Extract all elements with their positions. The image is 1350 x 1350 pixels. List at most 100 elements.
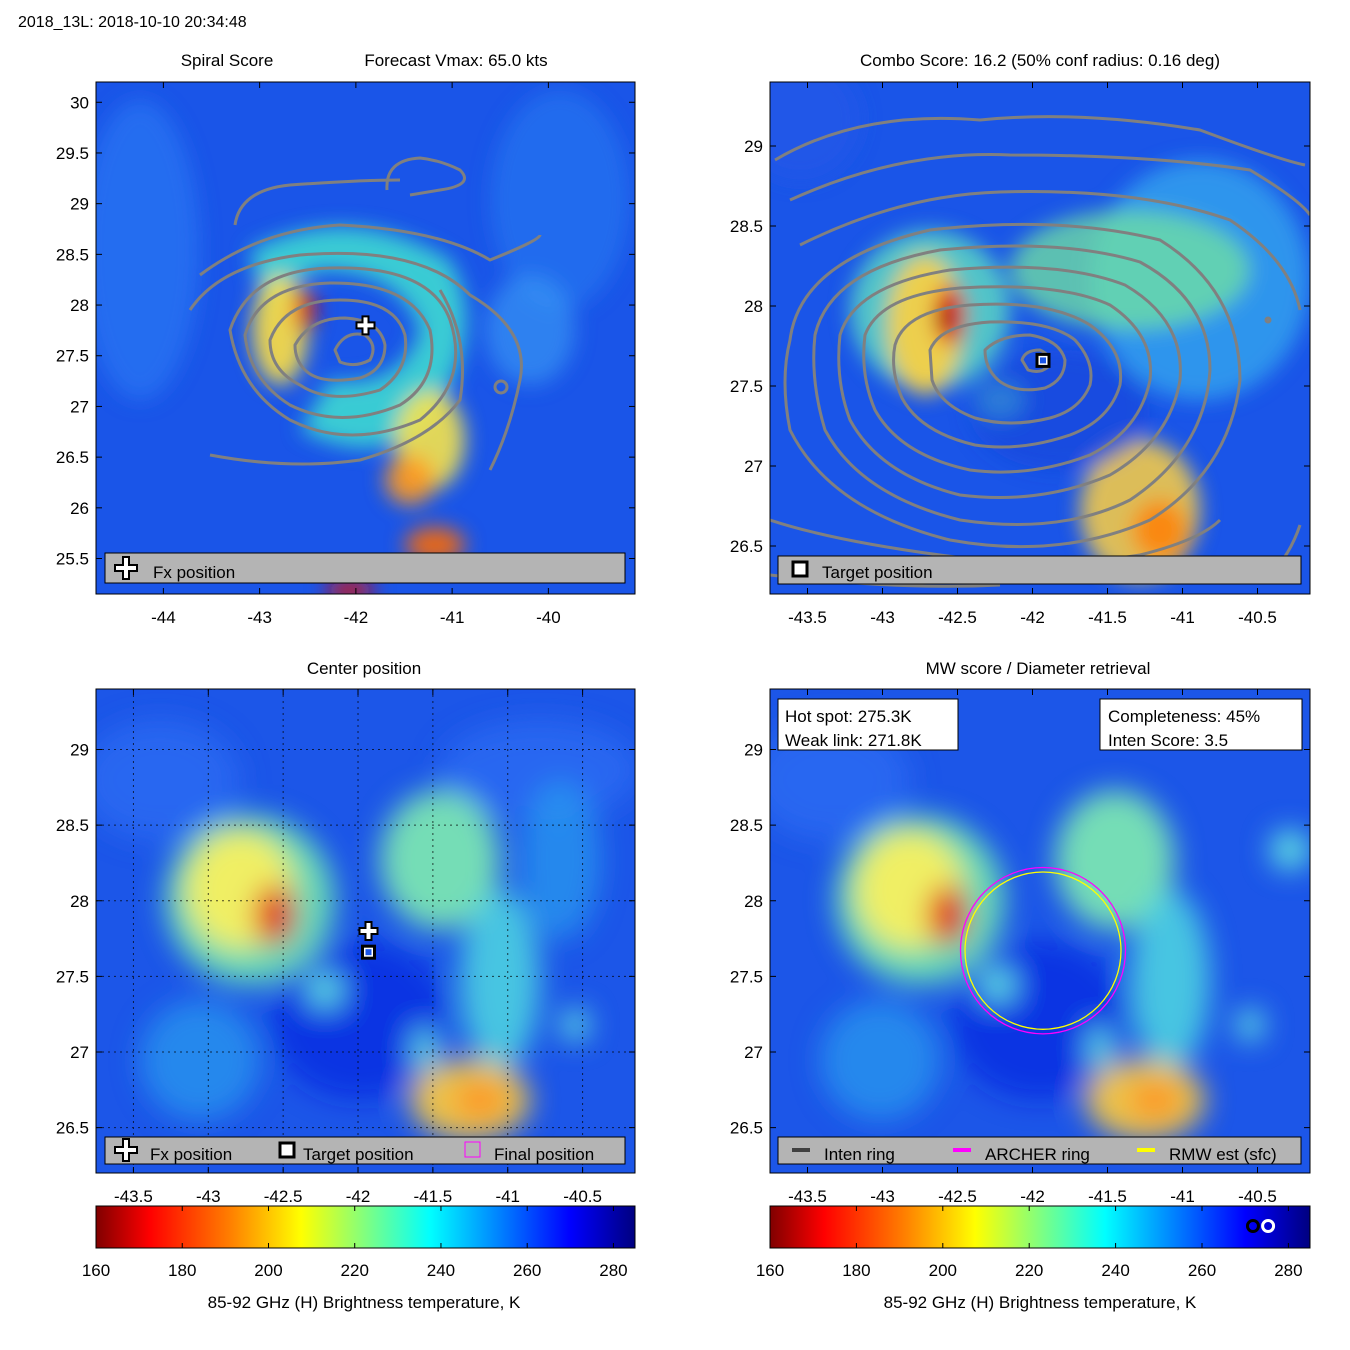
- plot-frame: [95, 81, 636, 595]
- square-icon: [791, 560, 809, 578]
- y-tick-label: 29: [744, 741, 763, 760]
- heatmap-field: [96, 689, 635, 1173]
- weak-link-marker-icon: [1245, 1219, 1260, 1233]
- x-tick-label: -43: [870, 608, 895, 627]
- x-tick-label: -41: [495, 1187, 520, 1206]
- figure-header: 2018_13L: 2018-10-10 20:34:48: [18, 14, 247, 31]
- panel-combo-score: Combo Score: 16.2 (50% conf radius: 0.16…: [730, 51, 1311, 627]
- colorbar-tick-label: 260: [1188, 1261, 1216, 1280]
- x-tick-label: -40.5: [563, 1187, 602, 1206]
- panel-title: MW score / Diameter retrieval: [926, 659, 1151, 678]
- heatmap-field: [96, 82, 635, 594]
- plus-icon: [116, 558, 136, 578]
- fx-position-plus-icon: [357, 317, 374, 334]
- y-tick-label: 28: [70, 892, 89, 911]
- y-tick-label: 27.5: [730, 967, 763, 986]
- colorbar-tick-label: 240: [427, 1261, 455, 1280]
- y-tick-label: 27: [744, 1043, 763, 1062]
- y-tick-label: 26.5: [730, 537, 763, 556]
- x-tick-label: -44: [151, 608, 176, 627]
- x-tick-label: -42: [1020, 608, 1045, 627]
- y-tick-label: 27.5: [730, 377, 763, 396]
- x-tick-label: -41.5: [1088, 608, 1127, 627]
- y-tick-label: 27.5: [56, 967, 89, 986]
- weak-link-text: Weak link: 271.8K: [785, 731, 922, 750]
- y-tick-label: 27.5: [56, 347, 89, 366]
- y-tick-label: 29: [70, 195, 89, 214]
- panel-title: Combo Score: 16.2 (50% conf radius: 0.16…: [860, 51, 1220, 70]
- legend-box: [104, 552, 626, 584]
- legend-label: ARCHER ring: [985, 1145, 1090, 1164]
- y-tick-label: 27: [70, 1043, 89, 1062]
- x-tick-label: -40.5: [1238, 1187, 1277, 1206]
- legend-label: Target position: [303, 1145, 414, 1164]
- hot-spot-marker-icon: [1261, 1219, 1276, 1233]
- legend-label: Final position: [494, 1145, 594, 1164]
- square-icon: [278, 1141, 296, 1159]
- legend-label: Inten ring: [824, 1145, 895, 1164]
- x-tick-label: -40.5: [1238, 608, 1277, 627]
- colorbar-gradient: [95, 1205, 636, 1249]
- y-tick-label: 28.5: [730, 816, 763, 835]
- colorbar-tick-label: 180: [842, 1261, 870, 1280]
- plot-frame: [95, 688, 636, 1174]
- y-tick-label: 29: [744, 137, 763, 156]
- info-box-right: [1099, 698, 1303, 751]
- colorbar-tick-label: 200: [254, 1261, 282, 1280]
- colorbar-tick-label: 280: [599, 1261, 627, 1280]
- plot-frame: [769, 688, 1311, 1174]
- x-tick-label: -42: [346, 1187, 371, 1206]
- x-tick-label: -42.5: [264, 1187, 303, 1206]
- x-tick-label: -43.5: [114, 1187, 153, 1206]
- colorbar-gradient: [769, 1205, 1311, 1249]
- x-tick-label: -41: [440, 608, 465, 627]
- colorbar-tick-label: 220: [341, 1261, 369, 1280]
- y-tick-label: 29: [70, 741, 89, 760]
- colorbar-tick-label: 180: [168, 1261, 196, 1280]
- y-tick-label: 29.5: [56, 144, 89, 163]
- colorbar-tick-label: 160: [756, 1261, 784, 1280]
- x-tick-label: -41: [1170, 608, 1195, 627]
- legend-box: [777, 555, 1302, 585]
- x-tick-label: -43: [247, 608, 272, 627]
- x-tick-label: -41.5: [1088, 1187, 1127, 1206]
- heatmap-field: [770, 82, 1310, 594]
- x-tick-label: -41: [1170, 1187, 1195, 1206]
- colorbar-right: 160 180 200 220 240 260 280 85-92 GHz (H) Brig…: [756, 1205, 1311, 1312]
- x-tick-label: -42: [344, 608, 369, 627]
- panel-mw-score: MW score / Diameter retrieval: [730, 659, 1311, 1206]
- contour-lines: [188, 156, 542, 471]
- y-tick-label: 28: [70, 296, 89, 315]
- panel-spiral-score: Spiral Score Forecast Vmax: 65.0 kts: [56, 51, 636, 627]
- y-tick-label: 27: [70, 397, 89, 416]
- colorbar-tick-label: 260: [513, 1261, 541, 1280]
- panel-center-position: Center position: [56, 659, 636, 1206]
- y-tick-label: 26: [70, 499, 89, 518]
- plus-icon: [116, 1140, 136, 1160]
- colorbar-tick-label: 280: [1274, 1261, 1302, 1280]
- diameter-rings: [959, 866, 1127, 1035]
- x-tick-label: -43.5: [788, 608, 827, 627]
- panel-title: Spiral Score: [181, 51, 274, 70]
- y-tick-label: 28: [744, 297, 763, 316]
- y-tick-label: 26.5: [56, 448, 89, 467]
- y-tick-label: 28.5: [56, 816, 89, 835]
- x-tick-label: -42: [1020, 1187, 1045, 1206]
- plot-frame: [769, 81, 1311, 595]
- colorbar-label: 85-92 GHz (H) Brightness temperature, K: [884, 1293, 1197, 1312]
- y-tick-label: 28.5: [730, 217, 763, 236]
- legend-box: [777, 1136, 1302, 1165]
- legend-label: Target position: [822, 563, 933, 582]
- target-position-square-icon: [1040, 357, 1046, 364]
- colorbar-tick-label: 160: [82, 1261, 110, 1280]
- x-tick-label: -43: [196, 1187, 221, 1206]
- inten-score-text: Inten Score: 3.5: [1108, 731, 1228, 750]
- completeness-text: Completeness: 45%: [1108, 707, 1260, 726]
- panel-subtitle: Forecast Vmax: 65.0 kts: [364, 51, 547, 70]
- x-tick-label: -43.5: [788, 1187, 827, 1206]
- x-tick-label: -42.5: [938, 608, 977, 627]
- hot-spot-text: Hot spot: 275.3K: [785, 707, 912, 726]
- colorbar-tick-label: 200: [929, 1261, 957, 1280]
- archer-ring: [959, 866, 1127, 1035]
